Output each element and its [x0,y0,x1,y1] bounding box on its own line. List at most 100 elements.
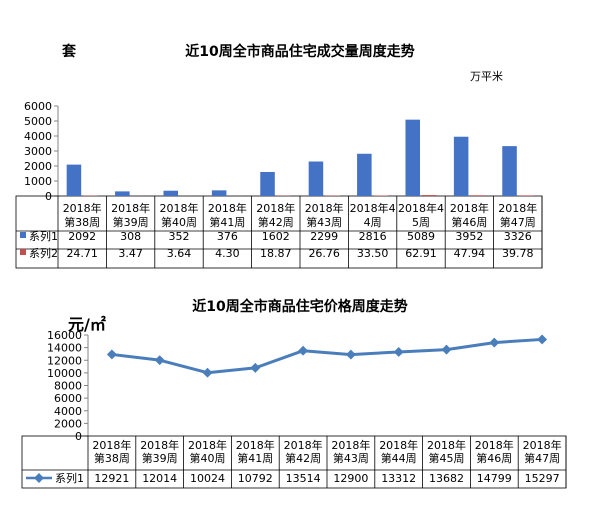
price-category-label-line1: 2018年 [331,438,370,452]
volume-table-value: 3952 [455,230,483,243]
price-y-tick-label: 12000 [47,354,82,367]
volume-category-label-line2: 4周 [364,216,382,229]
price-y-tick-label: 0 [75,430,82,443]
volume-right-unit: 万平米 [470,70,503,83]
volume-y-tick-label: 2000 [24,160,52,173]
volume-bar-series1 [260,172,275,196]
volume-bar-series1 [67,165,82,196]
price-y-tick-label: 2000 [54,417,82,430]
price-category-label-line2: 第40周 [190,451,226,465]
volume-table-value: 2299 [310,230,338,243]
price-category-label-line2: 第42周 [285,451,321,465]
price-category-label-line2: 第41周 [237,451,273,465]
price-point-marker [250,363,260,373]
volume-bar-series2 [470,195,485,196]
price-chart: 近10周全市商品住宅价格周度走势 元/㎡ 0200040006000800010… [22,298,566,488]
price-category-label-line1: 2018年 [188,438,227,452]
price-table-value: 13312 [381,472,416,485]
price-point-marker [298,346,308,356]
volume-category-label-line2: 第39周 [113,215,149,229]
volume-bar-series1 [405,120,420,196]
volume-table-value: 2092 [68,230,96,243]
volume-category-label-line1: 2018年 [208,201,247,215]
price-category-label-line1: 2018年 [427,438,466,452]
price-table-value: 13682 [429,472,464,485]
volume-table-value: 4.30 [215,247,240,260]
price-point-marker [394,347,404,357]
volume-y-tick-label: 3000 [24,145,52,158]
volume-left-unit: 套 [62,43,76,60]
legend-label-series1: 系列1 [29,229,58,243]
price-category-label-line1: 2018年 [379,438,418,452]
price-y-tick-label: 14000 [47,342,82,355]
price-legend-label: 系列1 [55,471,84,485]
price-category-label-line2: 第47周 [524,451,560,465]
price-point-marker [442,345,452,355]
volume-bar-series1 [357,154,372,196]
volume-table-value: 3.47 [118,247,143,260]
price-category-label-line1: 2018年 [92,438,131,452]
volume-table-value: 1602 [262,230,290,243]
price-y-tick-label: 6000 [54,392,82,405]
price-table-value: 10792 [238,472,273,485]
price-table-value: 14799 [477,472,512,485]
volume-category-label-line1: 2018年4 [398,201,444,215]
price-category-label-line2: 第44周 [381,451,417,465]
price-table-value: 12900 [333,472,368,485]
price-point-marker [155,355,165,365]
volume-table-value: 39.78 [502,247,534,260]
volume-table-value: 24.71 [66,247,98,260]
price-point-marker [346,350,356,360]
price-series-line [112,339,542,372]
volume-category-label-line1: 2018年 [63,201,102,215]
volume-category-label-line2: 第46周 [451,215,487,229]
volume-y-tick-label: 1000 [24,175,52,188]
volume-bar-series1 [309,162,324,196]
volume-category-label-line2: 第43周 [306,215,342,229]
volume-bar-series1 [454,137,469,196]
volume-table-value: 3326 [504,230,532,243]
volume-category-label-line1: 2018年 [160,201,199,215]
volume-category-label-line1: 2018年4 [350,201,396,215]
legend-swatch-series2 [20,249,26,255]
price-category-label-line2: 第43周 [333,451,369,465]
price-category-label-line1: 2018年 [475,438,514,452]
price-point-marker [537,334,547,344]
volume-category-label-line1: 2018年 [256,201,295,215]
volume-category-label-line2: 5周 [412,216,430,229]
volume-table-value: 308 [120,230,141,243]
price-category-label-line1: 2018年 [284,438,323,452]
volume-category-label-line2: 第40周 [161,215,197,229]
price-table-value: 12921 [94,472,129,485]
price-category-label-line2: 第46周 [476,451,512,465]
volume-bar-series1 [163,191,178,196]
price-y-tick-label: 10000 [47,367,82,380]
price-table-value: 12014 [142,472,177,485]
volume-category-label-line1: 2018年 [111,201,150,215]
price-legend-marker [34,473,44,483]
volume-chart-title: 近10周全市商品住宅成交量周度走势 [185,43,414,60]
price-category-label-line1: 2018年 [236,438,275,452]
price-point-marker [107,349,117,359]
volume-bar-series1 [212,190,227,196]
volume-table-value: 352 [169,230,190,243]
price-table-value: 10024 [190,472,225,485]
volume-category-label-line1: 2018年 [498,201,537,215]
price-category-label-line2: 第39周 [142,451,178,465]
volume-table-value: 2816 [359,230,387,243]
price-table-value: 15297 [525,472,560,485]
price-chart-title: 近10周全市商品住宅价格周度走势 [192,298,407,315]
volume-category-label-line2: 第42周 [258,215,294,229]
legend-label-series2: 系列2 [29,246,58,260]
price-category-label-line2: 第45周 [429,451,465,465]
volume-table-value: 62.91 [405,247,437,260]
price-category-label-line1: 2018年 [140,438,179,452]
volume-chart: 近10周全市商品住宅成交量周度走势 套 万平米 0100020003000400… [16,43,542,268]
volume-category-label-line1: 2018年 [450,201,489,215]
price-table-value: 13514 [286,472,321,485]
volume-table-value: 18.87 [260,247,292,260]
price-y-tick-label: 4000 [54,405,82,418]
price-category-label-line2: 第38周 [94,451,130,465]
